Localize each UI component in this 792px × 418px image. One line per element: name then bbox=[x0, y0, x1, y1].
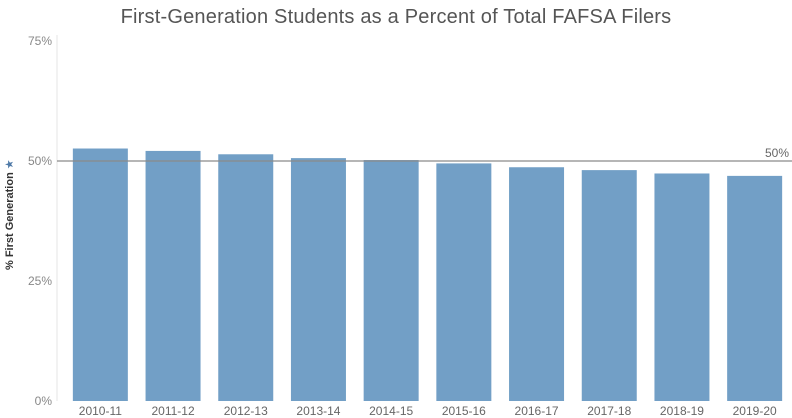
chart-title: First-Generation Students as a Percent o… bbox=[120, 6, 672, 28]
x-tick-label: 2012-13 bbox=[224, 404, 268, 418]
x-tick-label: 2018-19 bbox=[660, 404, 704, 418]
x-ticks: 2010-11 2011-12 2012-13 2013-14 2014-15 2015-… bbox=[79, 404, 777, 418]
bars bbox=[72, 148, 783, 401]
bar bbox=[581, 170, 637, 401]
x-tick-label: 2015-16 bbox=[442, 404, 486, 418]
bar bbox=[727, 175, 783, 401]
y-tick-label: 75% bbox=[28, 34, 52, 48]
bar bbox=[290, 158, 346, 401]
x-tick-label: 2014-15 bbox=[369, 404, 413, 418]
y-tick-label: 0% bbox=[35, 394, 53, 408]
bar bbox=[436, 163, 492, 401]
x-tick-label: 2013-14 bbox=[296, 404, 340, 418]
bar bbox=[145, 150, 201, 401]
y-ticks: 0% 25% 50% 75% bbox=[28, 34, 52, 408]
bar bbox=[363, 160, 419, 401]
bar bbox=[218, 154, 274, 401]
reference-line-label: 50% bbox=[765, 146, 789, 160]
bar bbox=[72, 148, 128, 401]
reference-line-group: 50% bbox=[57, 146, 792, 162]
bar bbox=[509, 167, 565, 401]
x-tick-label: 2011-12 bbox=[151, 404, 194, 418]
x-tick-label: 2019-20 bbox=[733, 404, 777, 418]
x-tick-label: 2016-17 bbox=[515, 404, 559, 418]
x-tick-label: 2017-18 bbox=[587, 404, 631, 418]
bar bbox=[654, 173, 710, 401]
y-tick-label: 25% bbox=[28, 274, 52, 288]
y-tick-label: 50% bbox=[28, 154, 52, 168]
x-tick-label: 2010-11 bbox=[79, 404, 122, 418]
